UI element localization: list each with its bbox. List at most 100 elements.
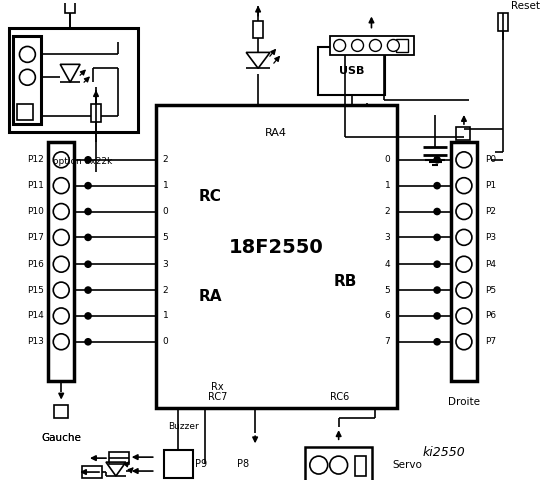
Bar: [48, 142, 74, 381]
Circle shape: [53, 204, 69, 219]
Circle shape: [53, 152, 69, 168]
Text: P2: P2: [485, 207, 496, 216]
Text: 2: 2: [384, 207, 390, 216]
Circle shape: [85, 261, 91, 267]
Circle shape: [330, 456, 348, 474]
Circle shape: [310, 456, 328, 474]
Bar: [54, 406, 68, 419]
Text: P10: P10: [28, 207, 44, 216]
Text: P0: P0: [485, 156, 496, 164]
Circle shape: [333, 39, 346, 51]
Text: P12: P12: [28, 156, 44, 164]
Circle shape: [434, 183, 440, 189]
Text: P16: P16: [28, 260, 44, 269]
Circle shape: [434, 208, 440, 215]
Circle shape: [53, 256, 69, 272]
Bar: [65, 0, 75, 12]
Text: P8: P8: [237, 459, 249, 469]
Bar: [451, 142, 477, 381]
Text: P5: P5: [485, 286, 496, 295]
Circle shape: [434, 313, 440, 319]
Text: P11: P11: [28, 181, 44, 190]
Text: RC6: RC6: [330, 393, 349, 402]
Circle shape: [85, 339, 91, 345]
Bar: [91, 104, 101, 122]
Circle shape: [434, 339, 440, 345]
Text: 0: 0: [163, 337, 169, 346]
Text: P1: P1: [485, 181, 496, 190]
Circle shape: [456, 334, 472, 350]
Circle shape: [369, 39, 382, 51]
Bar: [109, 452, 129, 464]
Text: RB: RB: [334, 274, 357, 288]
Circle shape: [53, 282, 69, 298]
Text: Reset: Reset: [510, 0, 540, 11]
Circle shape: [53, 308, 69, 324]
Text: 6: 6: [384, 312, 390, 321]
Text: RA4: RA4: [265, 128, 287, 138]
Circle shape: [434, 234, 440, 240]
Bar: [305, 447, 373, 480]
Text: P4: P4: [485, 260, 496, 269]
Circle shape: [85, 183, 91, 189]
Text: P17: P17: [28, 233, 44, 242]
Circle shape: [85, 287, 91, 293]
Bar: [498, 12, 508, 31]
Bar: [456, 127, 470, 140]
Text: RC7: RC7: [207, 393, 227, 402]
Text: P13: P13: [28, 337, 44, 346]
Text: P6: P6: [485, 312, 496, 321]
Text: P14: P14: [28, 312, 44, 321]
Circle shape: [352, 39, 363, 51]
Bar: [253, 21, 263, 38]
Text: 5: 5: [384, 286, 390, 295]
Circle shape: [85, 313, 91, 319]
Circle shape: [456, 229, 472, 245]
Bar: [13, 36, 41, 124]
Bar: [318, 48, 385, 95]
Bar: [8, 27, 138, 132]
Circle shape: [434, 157, 440, 163]
Text: 0: 0: [384, 156, 390, 164]
Text: 3: 3: [163, 260, 169, 269]
Circle shape: [53, 334, 69, 350]
Text: P15: P15: [28, 286, 44, 295]
Text: Droite: Droite: [448, 397, 480, 408]
Bar: [397, 39, 408, 52]
Circle shape: [85, 208, 91, 215]
Text: Servo: Servo: [392, 460, 422, 470]
Circle shape: [456, 308, 472, 324]
Circle shape: [19, 69, 35, 85]
Text: P3: P3: [485, 233, 496, 242]
Text: P7: P7: [485, 337, 496, 346]
Text: 3: 3: [384, 233, 390, 242]
Text: 0: 0: [163, 207, 169, 216]
Circle shape: [456, 282, 472, 298]
Text: 2: 2: [163, 286, 169, 295]
Circle shape: [434, 261, 440, 267]
Text: 1: 1: [384, 181, 390, 190]
Bar: [354, 456, 367, 476]
Text: ki2550: ki2550: [422, 445, 466, 459]
Text: P9: P9: [195, 459, 207, 469]
Bar: [156, 105, 397, 408]
Text: Gauche: Gauche: [41, 433, 81, 443]
Bar: [330, 36, 414, 55]
Circle shape: [85, 234, 91, 240]
Text: Gauche: Gauche: [41, 433, 81, 443]
Circle shape: [19, 47, 35, 62]
Text: 1: 1: [163, 312, 169, 321]
Bar: [164, 450, 194, 478]
Circle shape: [456, 178, 472, 193]
Circle shape: [456, 204, 472, 219]
Bar: [82, 466, 102, 478]
Bar: [66, 0, 74, 9]
Text: 18F2550: 18F2550: [228, 238, 324, 257]
Text: option 8x22k: option 8x22k: [54, 157, 113, 166]
Text: Buzzer: Buzzer: [168, 422, 199, 431]
Text: 2: 2: [163, 156, 169, 164]
Text: RA: RA: [199, 288, 222, 304]
Text: Rx: Rx: [211, 382, 223, 392]
Text: 1: 1: [163, 181, 169, 190]
Circle shape: [456, 256, 472, 272]
